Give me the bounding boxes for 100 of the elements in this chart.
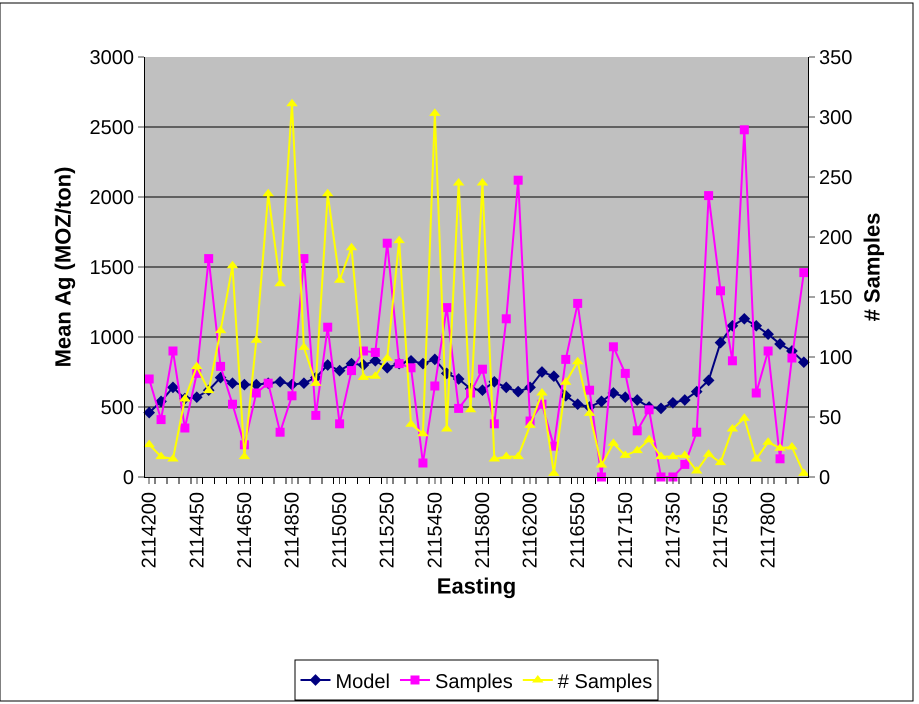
point: [500, 382, 512, 394]
point: [619, 391, 632, 404]
point: [347, 366, 356, 376]
point: [536, 366, 548, 378]
point: [752, 388, 761, 398]
point: [514, 176, 523, 185]
point: [143, 406, 156, 418]
point: [678, 394, 691, 406]
x-tick-label: 2116200: [520, 492, 542, 568]
point: [799, 268, 808, 278]
point: [190, 391, 203, 404]
point: [631, 394, 644, 406]
x-tick-label: 2115450: [424, 492, 446, 568]
point: [740, 125, 749, 134]
point: [632, 426, 642, 436]
point: [596, 396, 608, 408]
point: [692, 428, 702, 437]
point: [667, 396, 679, 409]
point: [228, 400, 237, 409]
point: [548, 370, 560, 382]
point: [335, 419, 344, 428]
x-tick-label: 2117550: [710, 492, 732, 568]
point: [168, 346, 178, 356]
point: [680, 460, 690, 469]
point: [798, 356, 810, 368]
y-tick-label: 500: [100, 397, 134, 419]
point: [382, 238, 392, 248]
x-tick-label: 2117800: [758, 492, 780, 568]
x-tick-label: 2116550: [567, 492, 590, 568]
y2-tick-label: 200: [819, 227, 852, 249]
point: [716, 286, 726, 296]
point: [644, 405, 654, 414]
point: [430, 382, 440, 390]
y2-tick-label: 100: [819, 347, 852, 369]
x-tick-label: 2114200: [138, 492, 161, 568]
y-tick-label: 3000: [90, 47, 134, 69]
x-axis-title: Easting: [436, 573, 516, 598]
point: [322, 359, 334, 371]
point: [226, 377, 238, 390]
legend-label: Samples: [434, 670, 513, 693]
point: [585, 386, 594, 395]
point: [180, 424, 190, 432]
y2-axis-title: # Samples: [859, 212, 884, 322]
y-tick-label: 1500: [90, 257, 134, 279]
point: [156, 415, 166, 424]
point: [238, 378, 250, 390]
point: [276, 428, 285, 437]
y-tick-label: 2500: [90, 117, 134, 139]
point: [298, 377, 310, 390]
point: [274, 376, 286, 388]
point: [728, 356, 737, 366]
point: [704, 191, 714, 200]
point: [787, 354, 796, 362]
point: [288, 391, 296, 400]
point: [167, 382, 179, 394]
y-tick-label: 0: [122, 467, 134, 489]
point: [476, 384, 488, 396]
x-tick-label: 2114850: [282, 492, 304, 568]
point: [478, 364, 487, 374]
point: [381, 362, 394, 374]
point: [370, 348, 380, 357]
legend-label: # Samples: [558, 670, 652, 693]
y2-tick-label: 250: [819, 167, 852, 189]
point: [144, 374, 154, 384]
point: [454, 404, 464, 413]
y2-tick-label: 150: [819, 287, 852, 309]
x-tick-label: 2115050: [329, 492, 352, 568]
point: [561, 354, 570, 364]
point: [216, 362, 226, 371]
point: [502, 314, 511, 324]
legend-label: Model: [336, 670, 390, 693]
point: [418, 458, 428, 468]
point: [311, 410, 320, 420]
y2-tick-label: 300: [819, 107, 852, 129]
point: [620, 368, 630, 378]
x-tick-label: 2114650: [234, 492, 256, 568]
point: [572, 398, 584, 410]
point: [573, 298, 582, 308]
point: [774, 338, 786, 350]
point: [776, 454, 785, 464]
y-axis-title: Mean Ag (MOZ/ton): [50, 166, 76, 368]
point: [738, 312, 750, 325]
point: [608, 342, 618, 352]
point: [764, 346, 773, 356]
x-tick-label: 2115800: [472, 492, 494, 568]
point: [512, 386, 524, 398]
y-tick-label: 2000: [90, 187, 134, 209]
x-tick-label: 2115250: [376, 492, 399, 568]
x-tick-label: 2114450: [186, 492, 208, 568]
point: [702, 374, 714, 386]
point: [252, 388, 261, 398]
point: [204, 254, 214, 264]
x-tick-label: 2117150: [614, 492, 637, 568]
point: [334, 364, 346, 376]
y2-tick-label: 350: [819, 47, 852, 69]
x-tick-label: 2117350: [662, 492, 684, 568]
point: [323, 322, 332, 332]
y-tick-label: 1000: [90, 327, 134, 349]
y2-tick-label: 50: [819, 407, 842, 429]
point: [655, 402, 667, 414]
